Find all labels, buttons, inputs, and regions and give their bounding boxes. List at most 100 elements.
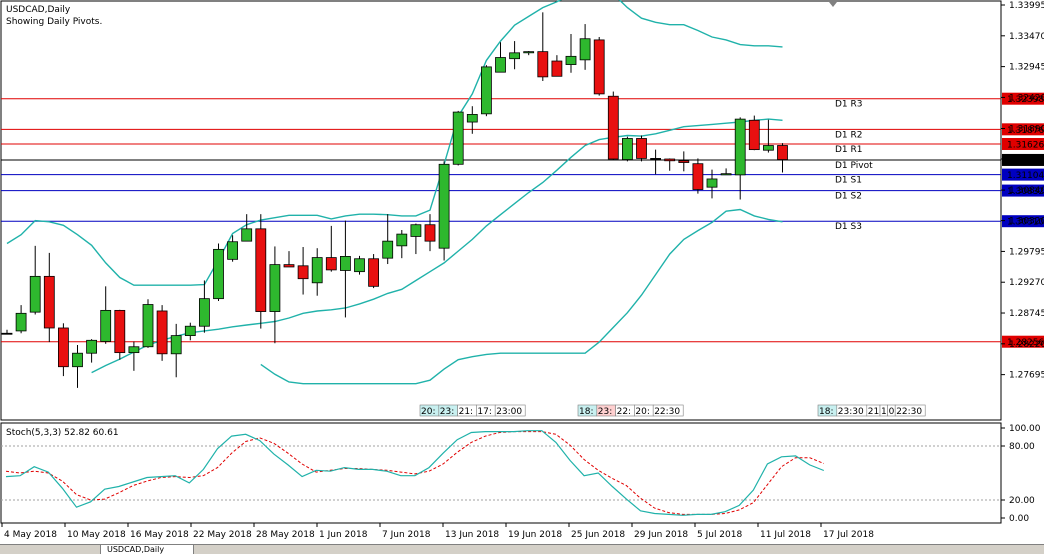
candle-body xyxy=(424,224,436,242)
candle[interactable] xyxy=(227,235,239,262)
candle[interactable] xyxy=(198,280,210,333)
candle[interactable] xyxy=(184,322,196,341)
x-tick-label: 19 Jun 2018 xyxy=(508,530,562,540)
chart-shift-marker[interactable] xyxy=(829,2,837,7)
candle-body xyxy=(495,57,506,73)
price-tick-label: 1.31890 xyxy=(1009,125,1044,135)
candle[interactable] xyxy=(622,136,633,162)
candle[interactable] xyxy=(593,36,605,96)
candle[interactable] xyxy=(100,286,112,344)
session-marker-label: 17: xyxy=(477,407,491,417)
candle[interactable] xyxy=(720,168,732,176)
candle-body xyxy=(43,275,55,329)
candle[interactable] xyxy=(325,225,337,272)
candle[interactable] xyxy=(734,117,746,200)
candle[interactable] xyxy=(255,214,267,329)
candle[interactable] xyxy=(650,149,661,175)
candle-body xyxy=(198,298,210,327)
candle[interactable] xyxy=(269,246,281,344)
candle-body xyxy=(184,325,196,337)
candle[interactable] xyxy=(128,341,140,371)
candle-body xyxy=(213,248,224,300)
session-marker-label: 20: xyxy=(421,407,435,417)
candle[interactable] xyxy=(368,254,380,289)
candle[interactable] xyxy=(410,223,422,255)
stoch-main-line xyxy=(5,430,825,516)
candle-body xyxy=(354,258,365,273)
candle[interactable] xyxy=(396,230,408,259)
candle[interactable] xyxy=(15,305,27,334)
session-marker-label: 21: xyxy=(459,407,473,417)
candle[interactable] xyxy=(706,169,718,199)
candle[interactable] xyxy=(170,323,182,378)
candle[interactable] xyxy=(607,91,619,161)
candle-body xyxy=(636,138,647,159)
candle-body xyxy=(438,163,450,249)
candle[interactable] xyxy=(748,115,760,151)
candle[interactable] xyxy=(156,305,168,361)
pivot-line-label: D1 S3 xyxy=(835,222,862,232)
candle[interactable] xyxy=(664,158,676,171)
candle[interactable] xyxy=(241,214,253,242)
candle[interactable] xyxy=(537,12,549,81)
session-marker-label: 20: xyxy=(635,407,649,417)
candle[interactable] xyxy=(283,251,295,268)
candle[interactable] xyxy=(452,110,464,166)
session-marker-label: 0 xyxy=(889,407,895,417)
candle[interactable] xyxy=(114,309,126,360)
candle[interactable] xyxy=(579,24,591,70)
candle[interactable] xyxy=(1,329,13,335)
price-box xyxy=(1002,335,1044,348)
x-tick-label: 5 Jul 2018 xyxy=(697,530,742,540)
candle[interactable] xyxy=(213,243,224,301)
candle[interactable] xyxy=(438,161,450,261)
pivot-line-label: D1 S2 xyxy=(835,192,862,202)
candle[interactable] xyxy=(495,42,506,73)
candle-body xyxy=(255,228,267,312)
pivot-line-label: D1 Pivot xyxy=(835,161,873,171)
candle[interactable] xyxy=(692,158,704,194)
x-tick-label: 25 Jun 2018 xyxy=(571,530,625,540)
candle[interactable] xyxy=(509,41,521,70)
candle-body xyxy=(142,304,154,348)
candle[interactable] xyxy=(763,119,774,153)
price-box-label: 1.28256 xyxy=(1007,338,1044,348)
candle[interactable] xyxy=(339,220,351,318)
candle[interactable] xyxy=(466,106,478,134)
candle[interactable] xyxy=(777,143,788,173)
pivot-line-label: D1 R1 xyxy=(835,145,863,155)
candle[interactable] xyxy=(424,214,436,252)
bollinger-upper-line xyxy=(6,0,783,286)
tab-usdcad-daily[interactable]: USDCAD,Daily xyxy=(100,544,194,554)
candle[interactable] xyxy=(636,135,647,162)
session-marker xyxy=(652,404,684,417)
session-marker-label: 18: xyxy=(819,407,833,417)
chart-title: USDCAD,Daily xyxy=(6,5,71,15)
candle[interactable] xyxy=(72,344,83,388)
candle-body xyxy=(114,309,126,354)
candle[interactable] xyxy=(142,299,154,348)
candle[interactable] xyxy=(297,247,309,295)
candle[interactable] xyxy=(311,248,323,296)
candle-body xyxy=(523,51,535,54)
candle-body xyxy=(86,339,97,354)
candle[interactable] xyxy=(565,34,577,73)
stoch-tick-label: 0.00 xyxy=(1009,514,1029,524)
candle[interactable] xyxy=(29,245,41,315)
pivot-line-label: D1 S1 xyxy=(835,176,862,186)
candle[interactable] xyxy=(678,151,690,172)
x-tick-label: 13 Jun 2018 xyxy=(445,530,499,540)
candle[interactable] xyxy=(480,65,492,117)
candle[interactable] xyxy=(354,255,365,275)
candle[interactable] xyxy=(43,252,55,343)
candle[interactable] xyxy=(523,51,535,56)
candle[interactable] xyxy=(551,55,563,77)
candle-body xyxy=(410,224,422,237)
candle[interactable] xyxy=(382,214,394,265)
candle-body xyxy=(579,38,591,61)
candle[interactable] xyxy=(86,339,97,363)
candle[interactable] xyxy=(58,323,69,377)
candle-body xyxy=(593,39,605,95)
